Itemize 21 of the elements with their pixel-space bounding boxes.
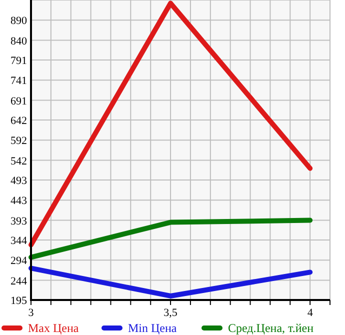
- y-tick-label: 493: [10, 175, 28, 187]
- x-tick-label: 3,5: [164, 307, 178, 319]
- y-tick-label: 741: [10, 75, 27, 88]
- legend-label: Min Цена: [128, 321, 178, 335]
- y-tick-label: 840: [10, 35, 28, 48]
- y-tick-label: 642: [10, 115, 27, 127]
- y-tick-label: 195: [10, 295, 28, 307]
- y-tick-label: 691: [10, 95, 27, 108]
- y-tick-label: 294: [10, 255, 28, 268]
- y-tick-label: 890: [10, 15, 28, 28]
- legend-label: Сред.Цена, т.йен: [228, 321, 314, 335]
- y-tick-label: 791: [10, 55, 27, 67]
- y-tick-label: 244: [10, 275, 28, 288]
- x-tick-label: 4: [307, 307, 314, 319]
- y-tick-label: 344: [10, 235, 28, 247]
- x-tick-label: 3: [28, 307, 34, 319]
- y-tick-label: 393: [10, 215, 28, 228]
- y-tick-label: 542: [10, 155, 27, 168]
- legend-label: Max Цена: [28, 321, 80, 335]
- y-tick-label: 592: [10, 135, 27, 148]
- y-tick-label: 443: [10, 195, 28, 208]
